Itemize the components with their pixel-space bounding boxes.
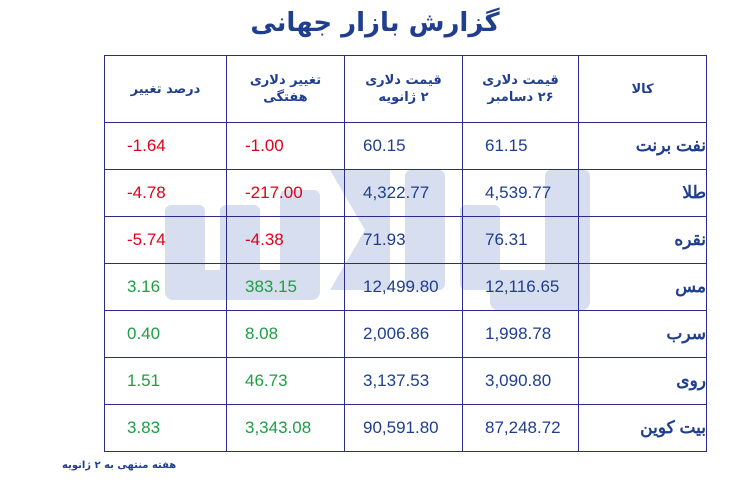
weekly-change-cell: -4.38 xyxy=(226,216,345,264)
price-dec26-cell: 87,248.72 xyxy=(462,404,579,452)
header-commodity: کالا xyxy=(578,55,707,123)
weekly-change-cell: -217.00 xyxy=(226,169,345,217)
report-title: گزارش بازار جهانی xyxy=(250,8,500,38)
table-row: سرب 1,998.78 2,006.86 8.08 0.40 xyxy=(104,310,707,358)
percent-change-cell: -4.78 xyxy=(104,169,227,217)
market-table: کالا قیمت دلاری ۲۶ دسامبر قیمت دلاری ۲ ژ… xyxy=(104,55,707,452)
price-dec26-cell: 76.31 xyxy=(462,216,579,264)
price-jan2-cell: 60.15 xyxy=(344,122,463,170)
price-dec26-cell: 61.15 xyxy=(462,122,579,170)
weekly-change-cell: 8.08 xyxy=(226,310,345,358)
price-dec26-cell: 1,998.78 xyxy=(462,310,579,358)
price-dec26-cell: 4,539.77 xyxy=(462,169,579,217)
percent-change-cell: -1.64 xyxy=(104,122,227,170)
price-jan2-cell: 12,499.80 xyxy=(344,263,463,311)
header-weekly-change: تغییر دلاری هفتگی xyxy=(226,55,345,123)
header-percent-change: درصد تغییر xyxy=(104,55,227,123)
header-price-jan2: قیمت دلاری ۲ ژانویه xyxy=(344,55,463,123)
header-price-jan2-line1: قیمت دلاری xyxy=(365,73,442,88)
commodity-name: بیت کوین xyxy=(578,404,707,452)
weekly-change-cell: 3,343.08 xyxy=(226,404,345,452)
table-row: مس 12,116.65 12,499.80 383.15 3.16 xyxy=(104,263,707,311)
percent-change-cell: 3.83 xyxy=(104,404,227,452)
table-row: نقره 76.31 71.93 -4.38 -5.74 xyxy=(104,216,707,264)
commodity-name: روی xyxy=(578,357,707,405)
commodity-name: نقره xyxy=(578,216,707,264)
price-dec26-cell: 12,116.65 xyxy=(462,263,579,311)
price-jan2-cell: 71.93 xyxy=(344,216,463,264)
commodity-name: سرب xyxy=(578,310,707,358)
table-row: روی 3,090.80 3,137.53 46.73 1.51 xyxy=(104,357,707,405)
header-price-dec26: قیمت دلاری ۲۶ دسامبر xyxy=(462,55,579,123)
table-row: طلا 4,539.77 4,322.77 -217.00 -4.78 xyxy=(104,169,707,217)
percent-change-cell: 1.51 xyxy=(104,357,227,405)
percent-change-cell: -5.74 xyxy=(104,216,227,264)
weekly-change-cell: 46.73 xyxy=(226,357,345,405)
commodity-name: نفت برنت xyxy=(578,122,707,170)
header-price-dec26-line2: ۲۶ دسامبر xyxy=(487,90,554,105)
table-row: بیت کوین 87,248.72 90,591.80 3,343.08 3.… xyxy=(104,404,707,452)
price-jan2-cell: 4,322.77 xyxy=(344,169,463,217)
header-price-jan2-line2: ۲ ژانویه xyxy=(378,90,429,105)
percent-change-cell: 3.16 xyxy=(104,263,227,311)
footnote: هفته منتهی به ۲ ژانویه xyxy=(62,460,177,471)
price-jan2-cell: 90,591.80 xyxy=(344,404,463,452)
price-jan2-cell: 2,006.86 xyxy=(344,310,463,358)
weekly-change-cell: -1.00 xyxy=(226,122,345,170)
percent-change-cell: 0.40 xyxy=(104,310,227,358)
header-row: کالا قیمت دلاری ۲۶ دسامبر قیمت دلاری ۲ ژ… xyxy=(104,55,707,123)
price-dec26-cell: 3,090.80 xyxy=(462,357,579,405)
commodity-name: طلا xyxy=(578,169,707,217)
table-row: نفت برنت 61.15 60.15 -1.00 -1.64 xyxy=(104,122,707,170)
price-jan2-cell: 3,137.53 xyxy=(344,357,463,405)
header-price-dec26-line1: قیمت دلاری xyxy=(482,73,559,88)
weekly-change-cell: 383.15 xyxy=(226,263,345,311)
commodity-name: مس xyxy=(578,263,707,311)
